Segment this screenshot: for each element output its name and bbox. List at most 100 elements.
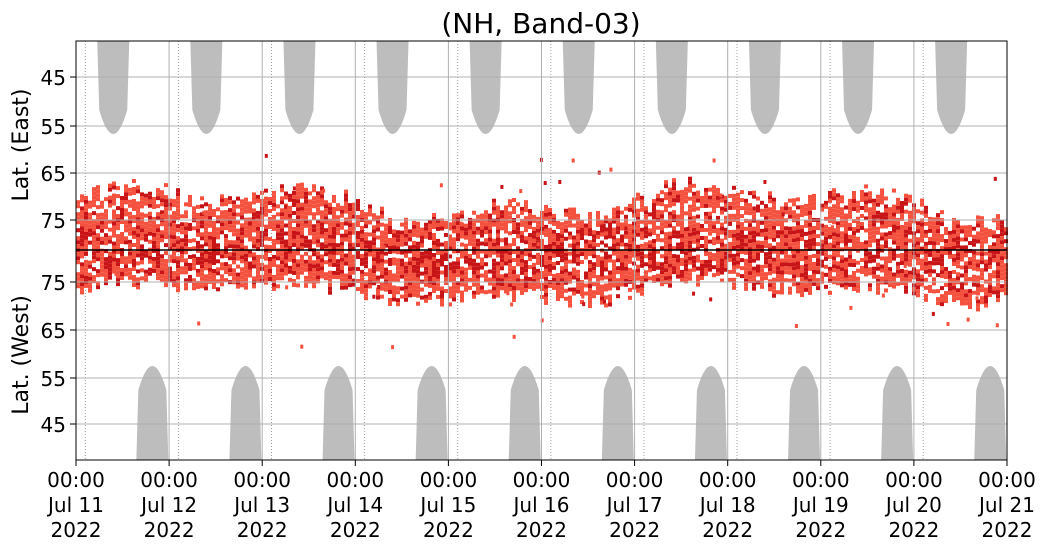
activity-cell: [96, 233, 100, 238]
activity-cell: [496, 233, 500, 238]
activity-cell: [76, 216, 80, 221]
activity-cell: [276, 264, 280, 269]
activity-cell: [332, 250, 336, 255]
activity-cell: [292, 202, 296, 207]
activity-cell: [464, 283, 468, 288]
activity-cell: [140, 276, 144, 281]
activity-cell: [528, 265, 532, 270]
x-tick-label: 2022: [609, 518, 660, 542]
activity-cell: [480, 257, 484, 262]
activity-cell: [520, 290, 524, 295]
activity-cell: [856, 228, 860, 233]
activity-cell: [468, 277, 472, 282]
activity-cell: [620, 278, 624, 283]
activity-cell: [140, 192, 144, 197]
activity-cell: [316, 239, 320, 244]
activity-cell: [184, 270, 188, 275]
activity-cell: [116, 262, 120, 267]
activity-cell: [784, 254, 788, 259]
activity-cell: [716, 239, 720, 244]
activity-cell: [612, 271, 616, 276]
activity-cell: [324, 204, 328, 209]
activity-cell: [700, 203, 704, 208]
activity-cell: [208, 207, 212, 212]
activity-cell: [392, 261, 396, 266]
activity-cell: [408, 285, 412, 290]
activity-cell: [1000, 228, 1004, 233]
activity-cell: [672, 178, 676, 183]
activity-cell: [648, 252, 652, 257]
activity-cell: [688, 244, 692, 249]
activity-cell: [972, 290, 976, 295]
activity-cell: [964, 233, 968, 238]
activity-cell: [396, 266, 400, 271]
west-gray-band: [229, 366, 262, 460]
activity-cell: [524, 264, 528, 269]
activity-cell: [956, 260, 960, 265]
activity-cell: [544, 244, 548, 249]
activity-cell: [284, 231, 288, 236]
activity-cell: [696, 226, 700, 231]
activity-cell: [476, 242, 480, 247]
activity-cell: [512, 290, 516, 295]
activity-cell: [208, 271, 212, 276]
activity-cell: [384, 235, 388, 240]
activity-cell: [520, 206, 524, 211]
activity-cell: [644, 242, 648, 247]
activity-cell: [444, 233, 448, 238]
activity-cell: [808, 266, 812, 271]
x-tick-label: 00:00: [606, 468, 664, 492]
activity-cell: [172, 239, 176, 244]
activity-cell: [932, 249, 936, 254]
activity-cell: [824, 272, 828, 277]
activity-cell: [292, 278, 296, 283]
activity-cell: [88, 276, 92, 281]
activity-cell: [180, 222, 184, 227]
activity-cell: [132, 230, 136, 235]
activity-cell: [788, 286, 792, 291]
activity-cell: [832, 244, 836, 249]
activity-cell: [96, 281, 100, 286]
activity-cell: [548, 235, 552, 240]
activity-cell: [432, 285, 436, 290]
activity-cell: [916, 253, 920, 258]
activity-cell: [736, 200, 740, 205]
activity-cell: [600, 240, 604, 245]
activity-cell: [352, 214, 356, 219]
activity-cell: [780, 246, 784, 251]
activity-cell: [744, 198, 748, 203]
activity-cell: [996, 266, 1000, 271]
activity-cell: [780, 206, 784, 211]
activity-cell: [340, 245, 344, 250]
activity-cell: [376, 263, 380, 268]
activity-cell: [564, 220, 568, 225]
activity-cell: [84, 243, 88, 248]
y-tick-label: 75: [41, 209, 66, 233]
activity-cell: [284, 239, 288, 244]
activity-cell: [360, 233, 364, 238]
activity-cell: [724, 259, 728, 264]
activity-cell: [336, 203, 340, 208]
activity-cell: [208, 219, 212, 224]
activity-cell: [440, 270, 444, 275]
activity-cell: [376, 295, 380, 300]
activity-cell: [236, 228, 240, 233]
activity-cell: [776, 290, 780, 295]
activity-cell: [852, 203, 856, 208]
activity-cell: [804, 255, 808, 260]
activity-cell: [668, 259, 672, 264]
activity-cell: [844, 285, 848, 290]
activity-cell: [792, 202, 796, 207]
activity-cell: [856, 288, 860, 293]
activity-cell: [456, 249, 460, 254]
activity-cell: [432, 269, 436, 274]
activity-cell: [404, 269, 408, 274]
activity-cell: [684, 279, 688, 284]
activity-cell: [168, 274, 172, 279]
activity-cell: [572, 251, 576, 256]
activity-cell: [168, 206, 172, 211]
activity-cell: [688, 268, 692, 273]
activity-cell: [800, 273, 804, 278]
activity-cell: [128, 255, 132, 260]
activity-cell: [464, 271, 468, 276]
